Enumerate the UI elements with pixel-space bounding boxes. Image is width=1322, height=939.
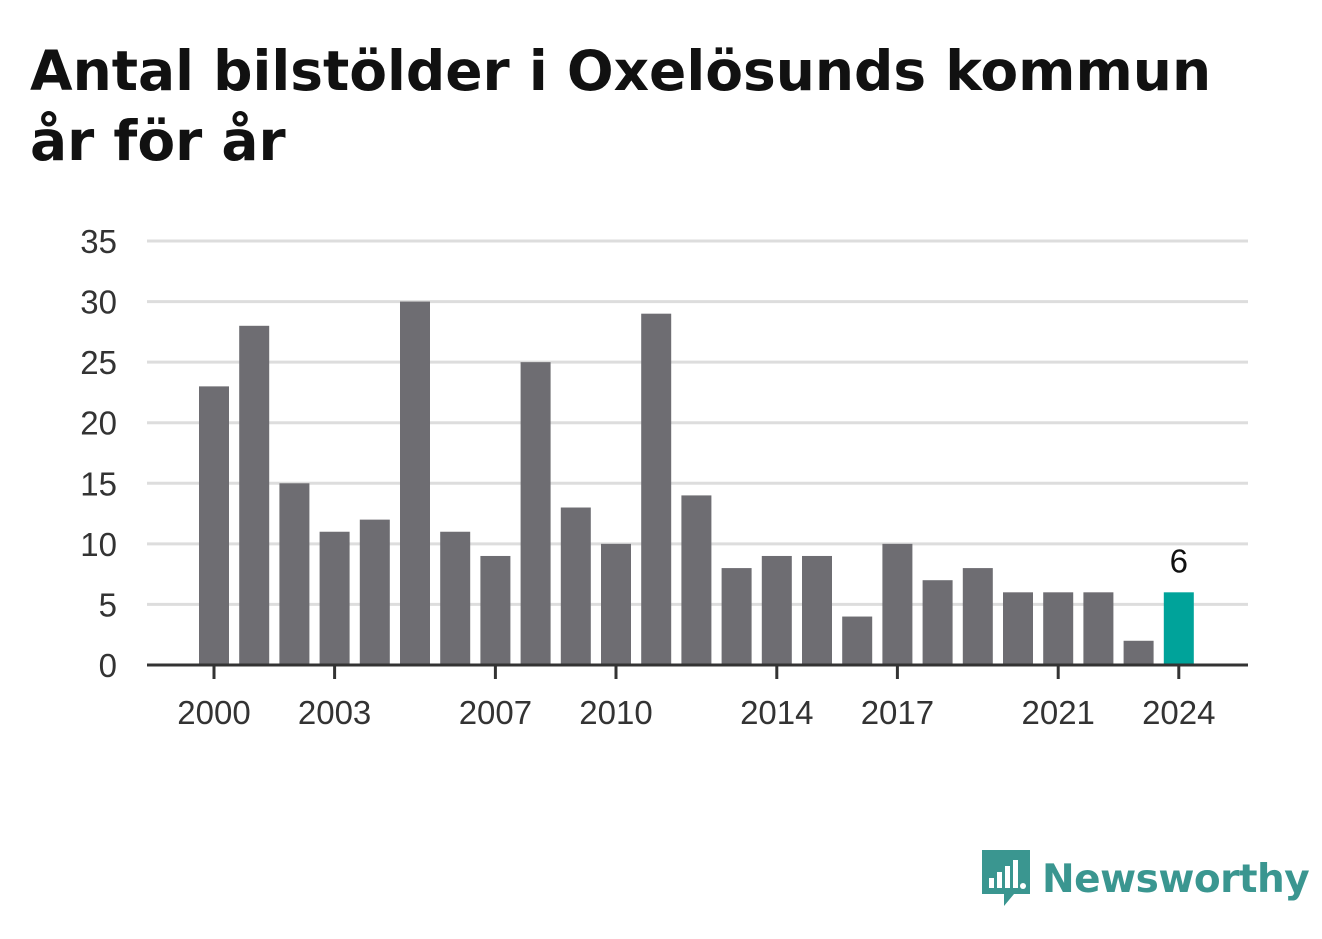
- bar: [882, 543, 913, 665]
- chart-title: Antal bilstölder i Oxelösunds kommun år …: [30, 39, 1212, 173]
- x-tick-label: 2021: [1021, 694, 1094, 731]
- y-tick-label: 5: [99, 586, 117, 623]
- y-tick-label: 20: [80, 405, 117, 442]
- bar: [279, 483, 310, 665]
- y-axis: 0 5 10 15 20 25 30 35: [80, 223, 117, 684]
- bar: [641, 313, 672, 665]
- brand-logo: Newsworthy: [980, 848, 1310, 910]
- x-tick-label: 2003: [298, 694, 371, 731]
- bar: [1083, 592, 1114, 665]
- bar: [802, 555, 832, 665]
- bar: [922, 580, 953, 665]
- x-axis: 2000 2003 2007 2010 2014 2017 2021 2024: [147, 663, 1248, 731]
- bar: [1043, 592, 1074, 665]
- bar: [199, 386, 229, 665]
- newsworthy-logo-icon: [982, 850, 1030, 906]
- bars: [199, 301, 1194, 665]
- bar: [962, 568, 993, 665]
- x-tick-label: 2007: [459, 694, 532, 731]
- y-tick-label: 25: [80, 344, 117, 381]
- bar: [520, 362, 551, 665]
- bar: [440, 531, 471, 665]
- data-labels: 6: [1170, 542, 1188, 579]
- bar: [319, 531, 350, 665]
- bar: [480, 555, 511, 665]
- bar: [681, 495, 712, 665]
- y-tick-label: 0: [99, 647, 117, 684]
- y-tick-label: 35: [80, 223, 117, 260]
- brand-name: Newsworthy: [1042, 856, 1310, 902]
- bar: [239, 325, 270, 665]
- bar: [560, 507, 591, 665]
- bar: [721, 568, 752, 665]
- y-tick-label: 30: [80, 284, 117, 321]
- bar-highlight: [1163, 592, 1194, 665]
- bar: [842, 616, 873, 665]
- x-tick-label: 2010: [579, 694, 652, 731]
- x-tick-label: 2014: [740, 694, 813, 731]
- data-label: 6: [1170, 542, 1188, 579]
- bar: [400, 301, 430, 665]
- bar: [1003, 592, 1033, 665]
- x-tick-label: 2000: [177, 694, 250, 731]
- x-tick-label: 2024: [1142, 694, 1215, 731]
- y-tick-label: 15: [80, 465, 117, 502]
- bar: [761, 555, 792, 665]
- bar: [359, 519, 390, 665]
- y-tick-label: 10: [80, 526, 117, 563]
- x-tick-label: 2017: [861, 694, 934, 731]
- bar: [601, 543, 631, 665]
- bar: [1123, 640, 1154, 665]
